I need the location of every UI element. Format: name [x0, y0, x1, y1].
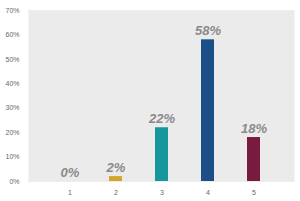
svg-text:20%: 20% [5, 129, 19, 136]
svg-text:30%: 30% [5, 104, 19, 111]
svg-text:5: 5 [252, 189, 256, 196]
svg-text:2%: 2% [106, 160, 126, 175]
svg-text:18%: 18% [241, 121, 267, 136]
svg-text:22%: 22% [148, 111, 175, 126]
svg-text:10%: 10% [5, 153, 19, 160]
svg-text:40%: 40% [5, 80, 19, 87]
svg-text:4: 4 [206, 189, 210, 196]
svg-text:0%: 0% [61, 165, 80, 180]
svg-text:1: 1 [68, 189, 72, 196]
svg-text:2: 2 [114, 189, 118, 196]
svg-text:50%: 50% [5, 56, 19, 63]
svg-text:3: 3 [160, 189, 164, 196]
svg-text:0%: 0% [9, 178, 19, 185]
svg-text:70%: 70% [5, 7, 19, 14]
svg-text:58%: 58% [195, 23, 221, 38]
svg-text:60%: 60% [5, 31, 19, 38]
